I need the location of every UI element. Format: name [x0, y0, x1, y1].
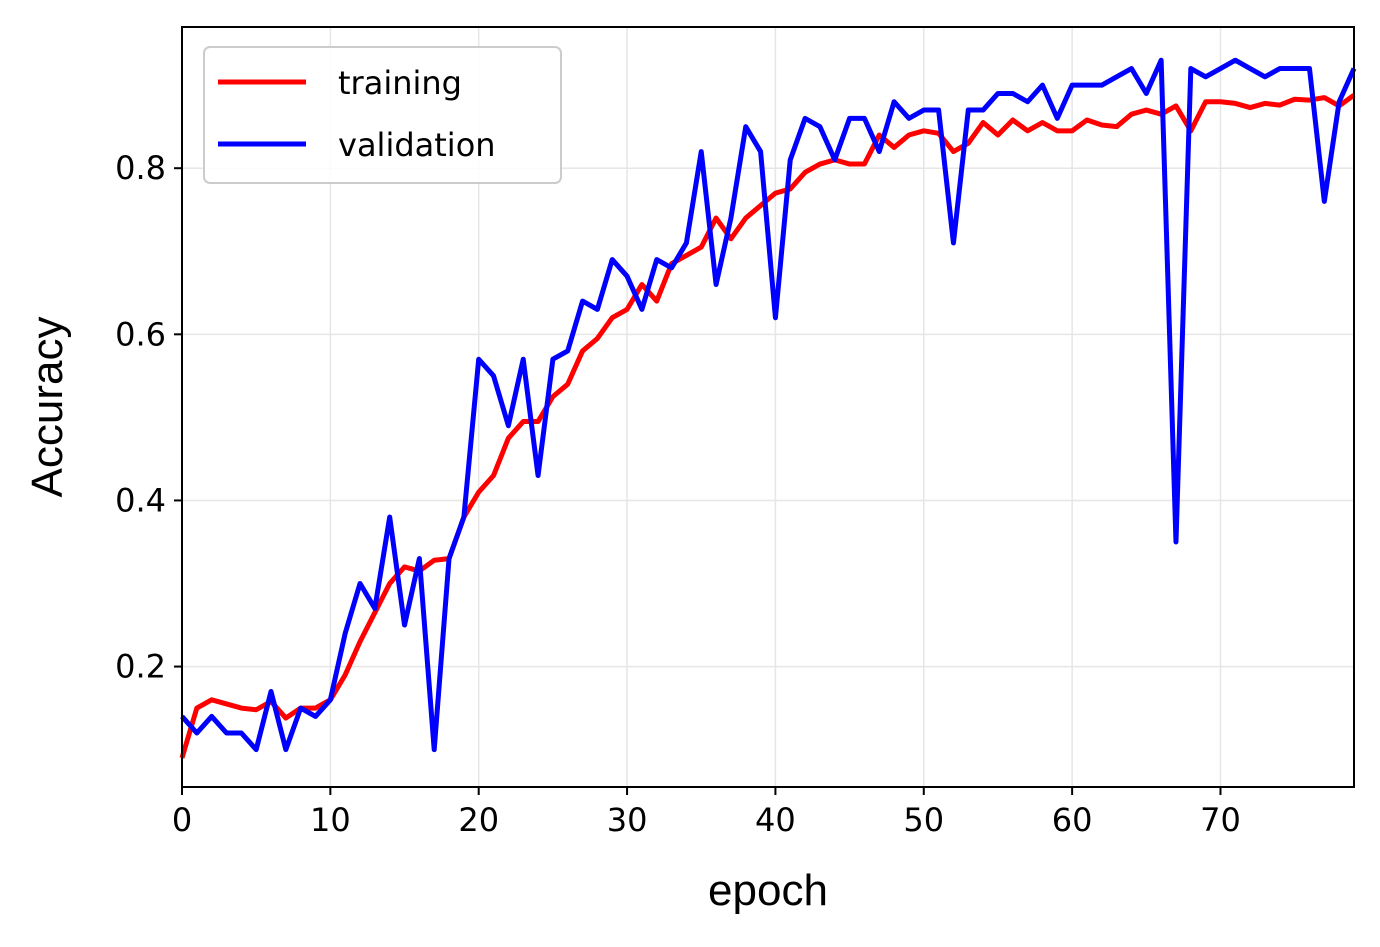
x-tick-label: 50 [903, 801, 944, 839]
y-tick-label: 0.2 [115, 648, 166, 686]
y-tick-label: 0.6 [115, 315, 166, 353]
series-line-validation [180, 57, 1357, 753]
x-axis-ticks: 0 10 20 30 40 50 60 70 [172, 787, 1241, 839]
x-tick-label: 20 [458, 801, 499, 839]
y-axis-ticks: 0.2 0.4 0.6 0.8 [115, 149, 182, 686]
x-tick-label: 10 [310, 801, 351, 839]
x-tick-label: 60 [1052, 801, 1093, 839]
x-tick-label: 0 [172, 801, 192, 839]
legend-label-training: training [338, 64, 462, 102]
y-tick-label: 0.4 [115, 481, 166, 519]
x-axis-title: epoch [708, 866, 828, 915]
legend: training validation [203, 46, 562, 184]
y-tick-label: 0.8 [115, 149, 166, 187]
x-tick-label: 70 [1200, 801, 1241, 839]
plot-frame [181, 26, 1355, 788]
x-tick-label: 30 [607, 801, 648, 839]
legend-label-validation: validation [338, 126, 496, 164]
x-tick-label: 40 [755, 801, 796, 839]
series-lines [179, 57, 1357, 759]
y-axis-title: Accuracy [23, 317, 72, 498]
